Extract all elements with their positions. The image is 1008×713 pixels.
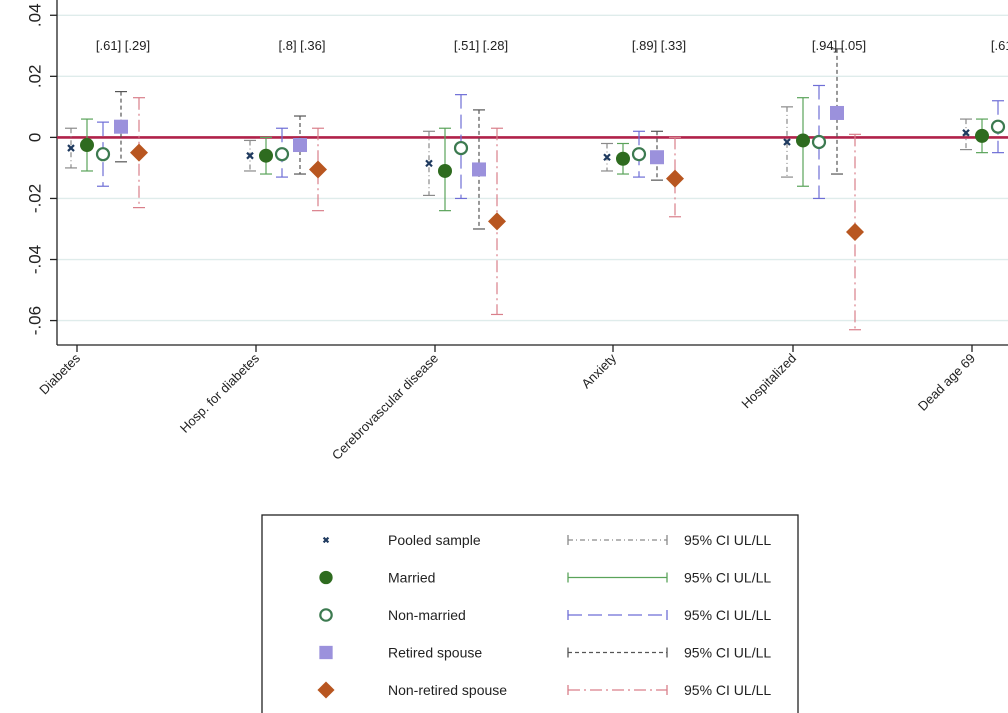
y-tick-label: -.06 bbox=[26, 306, 45, 335]
x-tick-label: Cerebrovascular disease bbox=[329, 351, 441, 463]
data-point bbox=[293, 138, 307, 153]
legend-label: Pooled sample bbox=[388, 532, 481, 548]
x-tick-label: Anxiety bbox=[578, 350, 619, 391]
data-point bbox=[438, 163, 452, 178]
legend-item: Married 95% CI UL/LL bbox=[319, 570, 771, 586]
data-point bbox=[309, 160, 327, 179]
gridlines bbox=[57, 14, 1008, 322]
data-point bbox=[796, 133, 810, 148]
data-point bbox=[666, 169, 684, 188]
data-point bbox=[616, 151, 630, 166]
legend-label: Non-retired spouse bbox=[388, 682, 507, 698]
x-tick-label: Dead age 69 bbox=[915, 351, 978, 414]
y-tick-label: -.04 bbox=[26, 245, 45, 274]
data-point bbox=[650, 150, 664, 165]
legend-ci-label: 95% CI UL/LL bbox=[684, 570, 771, 586]
legend: Pooled sample 95% CI UL/LL Married 95% CI U… bbox=[261, 514, 799, 713]
y-tick-label: .02 bbox=[26, 65, 45, 89]
ci-bar bbox=[65, 127, 77, 169]
ci-bar bbox=[312, 127, 324, 212]
legend-marker bbox=[319, 570, 333, 585]
data-point bbox=[783, 138, 791, 146]
data-point bbox=[246, 151, 254, 160]
legend-ci-label: 95% CI UL/LL bbox=[684, 532, 771, 548]
data-point bbox=[603, 153, 611, 162]
data-point bbox=[453, 140, 469, 156]
data-point bbox=[631, 147, 647, 162]
data-point bbox=[130, 143, 148, 162]
legend-marker bbox=[322, 536, 330, 544]
data-point bbox=[830, 105, 844, 120]
y-tick-label: -.02 bbox=[26, 184, 45, 213]
legend-item: Pooled sample 95% CI UL/LL bbox=[322, 532, 771, 548]
pvalue-label: [.61] [.29] bbox=[96, 38, 150, 53]
data-point bbox=[846, 223, 864, 242]
data-point bbox=[67, 144, 75, 152]
legend-marker bbox=[317, 681, 335, 699]
legend-label: Non-married bbox=[388, 607, 466, 623]
pvalue-label: [.89] [.33] bbox=[632, 38, 686, 53]
ci-bar bbox=[813, 84, 825, 200]
legend-marker bbox=[319, 645, 333, 660]
data-point bbox=[114, 119, 128, 134]
data-point bbox=[80, 138, 94, 153]
legend-item: Non-retired spouse 95% CI UL/LL bbox=[317, 681, 771, 699]
legend-marker bbox=[319, 608, 333, 622]
data-point bbox=[488, 212, 506, 231]
legend-label: Retired spouse bbox=[388, 645, 482, 661]
x-tick-label: Hosp. for diabetes bbox=[177, 350, 263, 436]
pvalue-label: [.8] [.36] bbox=[279, 38, 326, 53]
legend-item: Retired spouse 95% CI UL/LL bbox=[319, 645, 771, 661]
data-point bbox=[259, 148, 273, 163]
pvalue-label: [.94] [.05] bbox=[812, 38, 866, 53]
data-point bbox=[472, 162, 486, 177]
ci-bar bbox=[831, 48, 843, 175]
y-tick-label: 0 bbox=[26, 133, 45, 142]
legend-label: Married bbox=[388, 570, 435, 586]
data-point bbox=[811, 134, 827, 150]
legend-box bbox=[261, 514, 799, 713]
legend-ci-label: 95% CI UL/LL bbox=[684, 682, 771, 698]
x-tick-label: Hospitalized bbox=[738, 351, 799, 412]
pvalue-label: [.61] [.85] bbox=[991, 38, 1008, 53]
ci-bar bbox=[781, 106, 793, 178]
pvalue-labels: [.61] [.29] [.8] [.36] [.51] [.28] [.89] [.… bbox=[96, 38, 1008, 53]
legend-ci-label: 95% CI UL/LL bbox=[684, 607, 771, 623]
legend-ci-label: 95% CI UL/LL bbox=[684, 645, 771, 661]
legend-item: Non-married 95% CI UL/LL bbox=[319, 607, 771, 623]
data-point bbox=[962, 129, 970, 137]
data-point bbox=[274, 147, 290, 162]
pvalue-label: [.51] [.28] bbox=[454, 38, 508, 53]
x-tick-label: Diabetes bbox=[36, 350, 83, 397]
data-point bbox=[990, 119, 1006, 134]
data-point bbox=[425, 159, 433, 168]
y-tick-label: .04 bbox=[26, 3, 45, 27]
chart-marks bbox=[57, 48, 1008, 331]
data-point bbox=[95, 147, 111, 162]
data-point bbox=[975, 128, 989, 143]
